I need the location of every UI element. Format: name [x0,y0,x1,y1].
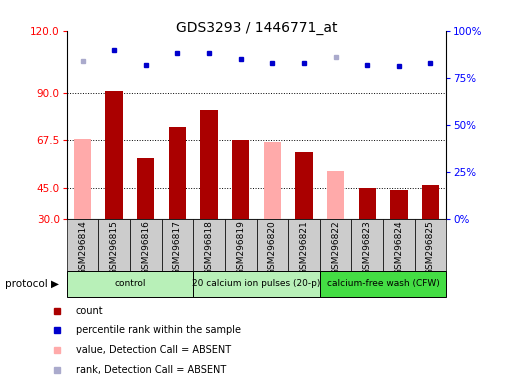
Text: GSM296815: GSM296815 [110,220,119,275]
Bar [327,171,344,219]
Bar [225,219,256,271]
Bar [67,271,193,297]
Text: percentile rank within the sample: percentile rank within the sample [75,326,241,336]
Bar [201,110,218,219]
Bar [288,219,320,271]
Bar [320,271,446,297]
Bar [422,185,439,219]
Bar [256,219,288,271]
Bar [137,158,154,219]
Text: value, Detection Call = ABSENT: value, Detection Call = ABSENT [75,345,231,355]
Bar [193,219,225,271]
Bar [74,139,91,219]
Text: GSM296814: GSM296814 [78,220,87,275]
Text: GSM296818: GSM296818 [205,220,213,275]
Text: GSM296822: GSM296822 [331,220,340,275]
Bar [264,142,281,219]
Text: protocol ▶: protocol ▶ [5,279,59,289]
Text: GDS3293 / 1446771_at: GDS3293 / 1446771_at [176,21,337,35]
Text: GSM296817: GSM296817 [173,220,182,275]
Text: GSM296823: GSM296823 [363,220,372,275]
Text: GSM296824: GSM296824 [394,220,403,275]
Bar [390,190,407,219]
Bar [295,152,312,219]
Bar [320,219,351,271]
Text: count: count [75,306,103,316]
Bar [162,219,193,271]
Text: control: control [114,279,146,288]
Text: calcium-free wash (CFW): calcium-free wash (CFW) [327,279,440,288]
Bar [106,91,123,219]
Bar [169,127,186,219]
Bar [415,219,446,271]
Bar [359,187,376,219]
Text: GSM296816: GSM296816 [141,220,150,275]
Bar [98,219,130,271]
Bar [130,219,162,271]
Text: GSM296825: GSM296825 [426,220,435,275]
Bar [232,141,249,219]
Bar [67,219,98,271]
Text: rank, Detection Call = ABSENT: rank, Detection Call = ABSENT [75,365,226,375]
Text: GSM296819: GSM296819 [236,220,245,275]
Text: GSM296820: GSM296820 [268,220,277,275]
Bar [193,271,320,297]
Bar [383,219,415,271]
Text: 20 calcium ion pulses (20-p): 20 calcium ion pulses (20-p) [192,279,321,288]
Bar [351,219,383,271]
Text: GSM296821: GSM296821 [300,220,308,275]
